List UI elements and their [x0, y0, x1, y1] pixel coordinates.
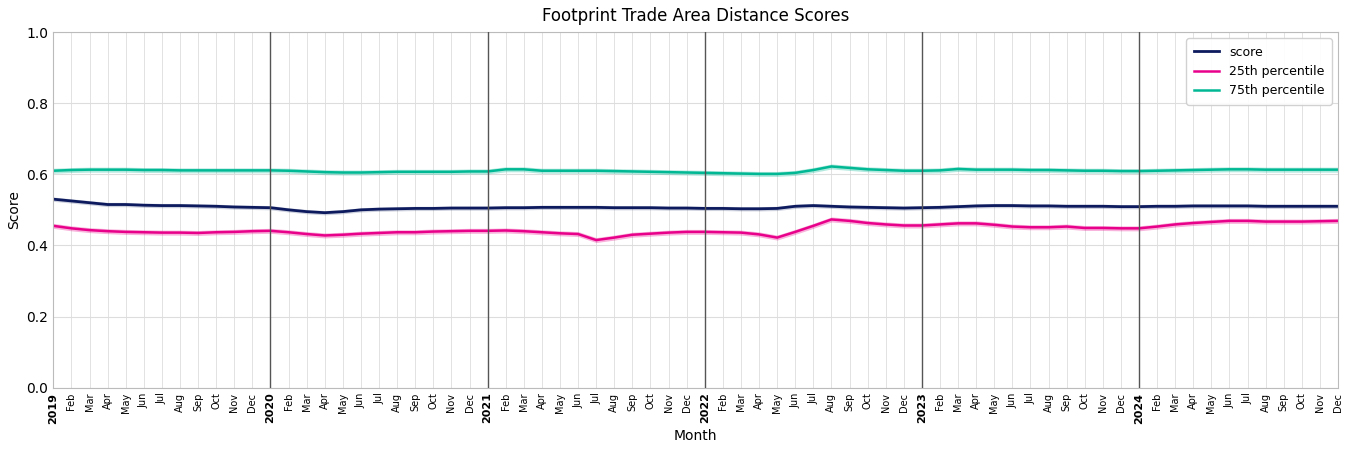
25th percentile: [1330, 218, 1346, 224]
25th percentile: [895, 223, 911, 228]
Line: 75th percentile: 75th percentile: [54, 166, 1338, 174]
25th percentile: [479, 228, 495, 234]
25th percentile: [950, 220, 967, 226]
score: [787, 203, 803, 209]
Legend: score, 25th percentile, 75th percentile: score, 25th percentile, 75th percentile: [1187, 38, 1332, 105]
25th percentile: [824, 217, 840, 222]
score: [227, 204, 243, 210]
75th percentile: [227, 168, 243, 173]
75th percentile: [46, 168, 62, 173]
score: [878, 205, 894, 211]
75th percentile: [479, 169, 495, 174]
Title: Footprint Trade Area Distance Scores: Footprint Trade Area Distance Scores: [541, 7, 849, 25]
25th percentile: [1258, 219, 1274, 224]
75th percentile: [824, 164, 840, 169]
score: [931, 205, 948, 210]
75th percentile: [1330, 167, 1346, 172]
25th percentile: [787, 229, 803, 234]
25th percentile: [227, 229, 243, 234]
score: [1330, 203, 1346, 209]
X-axis label: Month: Month: [674, 429, 717, 443]
score: [498, 205, 514, 211]
75th percentile: [751, 171, 767, 177]
Line: 25th percentile: 25th percentile: [54, 220, 1338, 240]
Line: score: score: [54, 199, 1338, 213]
score: [317, 210, 333, 216]
75th percentile: [895, 168, 911, 173]
75th percentile: [950, 166, 967, 171]
score: [46, 197, 62, 202]
25th percentile: [589, 237, 605, 243]
25th percentile: [46, 223, 62, 229]
75th percentile: [1258, 167, 1274, 172]
75th percentile: [787, 170, 803, 176]
Y-axis label: Score: Score: [7, 190, 22, 230]
score: [371, 207, 387, 212]
